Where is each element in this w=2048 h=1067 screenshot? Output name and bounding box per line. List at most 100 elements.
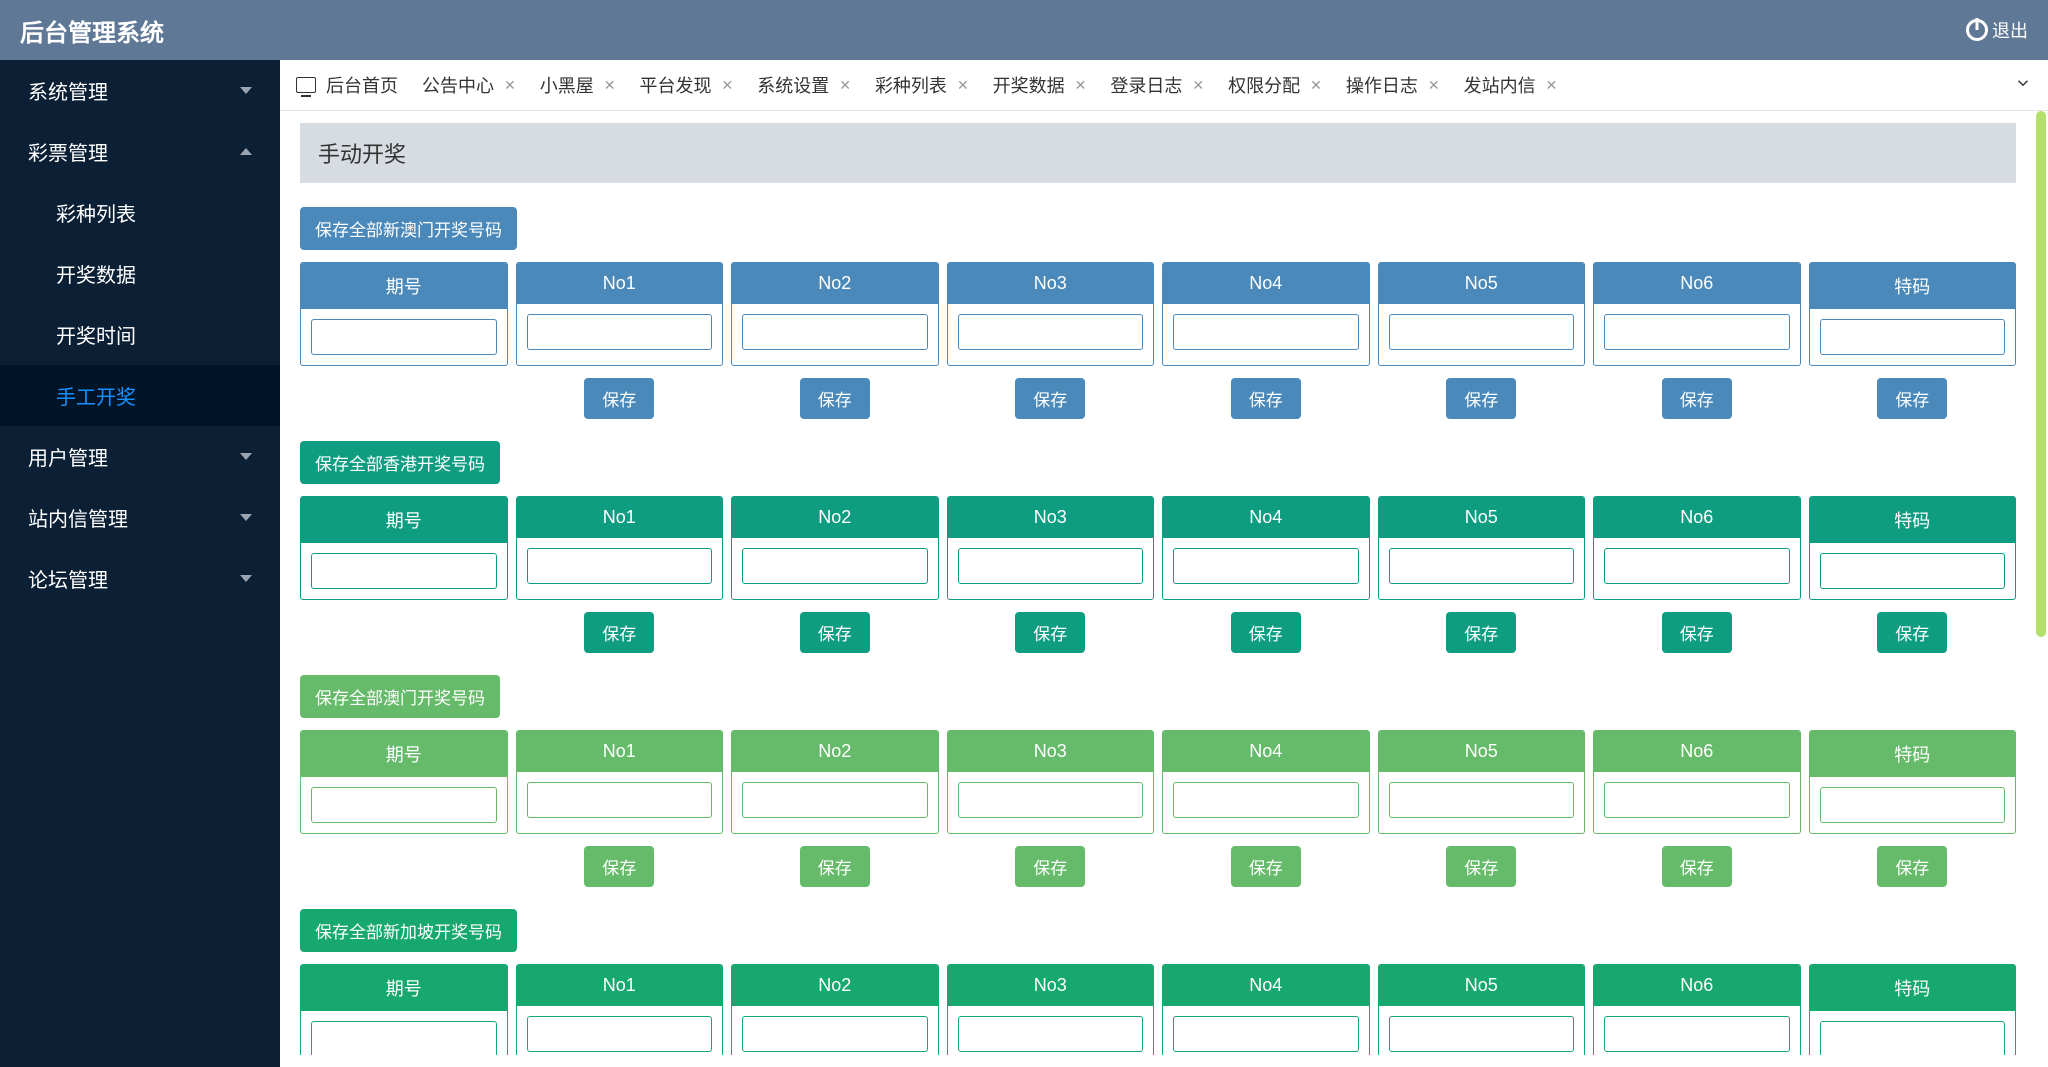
tab-操作日志[interactable]: 操作日志✕ [1346,72,1440,98]
lottery-number-input[interactable] [742,314,928,350]
save-button[interactable]: 保存 [1446,612,1516,653]
tabs-more-button[interactable] [2014,74,2032,97]
lottery-number-input[interactable] [1389,548,1575,584]
table-column: 特码 [1809,964,2017,1055]
tab-开奖数据[interactable]: 开奖数据✕ [993,72,1087,98]
lottery-number-input[interactable] [1820,1021,2006,1055]
save-all-button[interactable]: 保存全部香港开奖号码 [300,441,500,484]
sidebar-item-彩票管理[interactable]: 彩票管理 [0,121,280,182]
lottery-number-input[interactable] [1173,782,1359,818]
sidebar-item-label: 系统管理 [28,76,108,105]
lottery-number-input[interactable] [1604,548,1790,584]
tab-公告中心[interactable]: 公告中心✕ [422,72,516,98]
lottery-number-input[interactable] [1604,782,1790,818]
lottery-number-input[interactable] [1173,548,1359,584]
lottery-number-input[interactable] [958,548,1144,584]
tab-权限分配[interactable]: 权限分配✕ [1228,72,1322,98]
lottery-number-input[interactable] [742,548,928,584]
lottery-number-input[interactable] [311,553,497,589]
lottery-number-input[interactable] [958,1016,1144,1052]
save-button[interactable]: 保存 [1877,378,1947,419]
tab-系统设置[interactable]: 系统设置✕ [757,72,851,98]
save-button[interactable]: 保存 [800,612,870,653]
save-button[interactable]: 保存 [584,612,654,653]
lottery-number-input[interactable] [1173,314,1359,350]
lottery-number-input[interactable] [1820,553,2006,589]
sidebar-item-论坛管理[interactable]: 论坛管理 [0,548,280,609]
scrollbar-thumb[interactable] [2036,111,2046,637]
lottery-number-input[interactable] [1820,787,2006,823]
lottery-number-input[interactable] [311,319,497,355]
close-icon[interactable]: ✕ [957,77,969,94]
sidebar-item-label: 用户管理 [28,442,108,471]
lottery-number-input[interactable] [527,1016,713,1052]
close-icon[interactable]: ✕ [504,77,516,94]
lottery-number-input[interactable] [1389,782,1575,818]
table-column: No3 [947,496,1155,600]
lottery-number-input[interactable] [311,1021,497,1055]
save-button[interactable]: 保存 [1662,612,1732,653]
save-button[interactable]: 保存 [1231,846,1301,887]
lottery-number-input[interactable] [527,314,713,350]
sidebar-subitem-彩种列表[interactable]: 彩种列表 [0,182,280,243]
lottery-number-input[interactable] [311,787,497,823]
close-icon[interactable]: ✕ [1546,77,1558,94]
sidebar-item-站内信管理[interactable]: 站内信管理 [0,487,280,548]
close-icon[interactable]: ✕ [721,77,733,94]
sidebar-item-系统管理[interactable]: 系统管理 [0,60,280,121]
column-header: No3 [948,263,1154,304]
lottery-number-input[interactable] [742,1016,928,1052]
actions-row: 保存 保存 保存 保存 保存 保存 保存 [300,378,2016,419]
table-column: No4 [1162,262,1370,366]
save-button[interactable]: 保存 [800,378,870,419]
lottery-number-input[interactable] [1173,1016,1359,1052]
tab-小黑屋[interactable]: 小黑屋✕ [540,72,616,98]
sidebar-subitem-开奖数据[interactable]: 开奖数据 [0,243,280,304]
tab-平台发现[interactable]: 平台发现 ✕ [639,72,733,98]
tab-后台首页[interactable]: 后台首页 [296,72,398,98]
sidebar-item-用户管理[interactable]: 用户管理 [0,426,280,487]
save-button[interactable]: 保存 [584,846,654,887]
lottery-number-input[interactable] [1389,314,1575,350]
tab-登录日志[interactable]: 登录日志✕ [1110,72,1204,98]
lottery-number-input[interactable] [1820,319,2006,355]
lottery-number-input[interactable] [527,548,713,584]
save-button[interactable]: 保存 [1877,612,1947,653]
save-all-button[interactable]: 保存全部新澳门开奖号码 [300,207,517,250]
save-button[interactable]: 保存 [1231,612,1301,653]
close-icon[interactable]: ✕ [1192,77,1204,94]
sidebar-subitem-开奖时间[interactable]: 开奖时间 [0,304,280,365]
save-button[interactable]: 保存 [1446,378,1516,419]
save-button[interactable]: 保存 [1662,378,1732,419]
close-icon[interactable]: ✕ [1310,77,1322,94]
save-all-button[interactable]: 保存全部新加坡开奖号码 [300,909,517,952]
close-icon[interactable]: ✕ [839,77,851,94]
lottery-number-input[interactable] [742,782,928,818]
sidebar-subitem-手工开奖[interactable]: 手工开奖 [0,365,280,426]
save-button[interactable]: 保存 [1877,846,1947,887]
close-icon[interactable]: ✕ [1075,77,1087,94]
save-button[interactable]: 保存 [1231,378,1301,419]
save-button[interactable]: 保存 [1446,846,1516,887]
close-icon[interactable]: ✕ [604,77,616,94]
sidebar-item-label: 彩种列表 [56,198,136,227]
lottery-number-input[interactable] [1389,1016,1575,1052]
save-button[interactable]: 保存 [1015,378,1085,419]
save-button[interactable]: 保存 [1015,612,1085,653]
tab-label: 平台发现 [639,72,711,98]
close-icon[interactable]: ✕ [1428,77,1440,94]
lottery-number-input[interactable] [958,314,1144,350]
save-button[interactable]: 保存 [1015,846,1085,887]
lottery-number-input[interactable] [1604,314,1790,350]
tab-发站内信[interactable]: 发站内信✕ [1464,72,1558,98]
lottery-number-input[interactable] [527,782,713,818]
save-button[interactable]: 保存 [800,846,870,887]
lottery-number-input[interactable] [958,782,1144,818]
save-all-button[interactable]: 保存全部澳门开奖号码 [300,675,500,718]
lottery-number-input[interactable] [1604,1016,1790,1052]
tab-彩种列表[interactable]: 彩种列表✕ [875,72,969,98]
scrollbar[interactable] [2036,111,2046,1067]
logout-button[interactable]: 退出 [1966,17,2028,43]
save-button[interactable]: 保存 [584,378,654,419]
save-button[interactable]: 保存 [1662,846,1732,887]
